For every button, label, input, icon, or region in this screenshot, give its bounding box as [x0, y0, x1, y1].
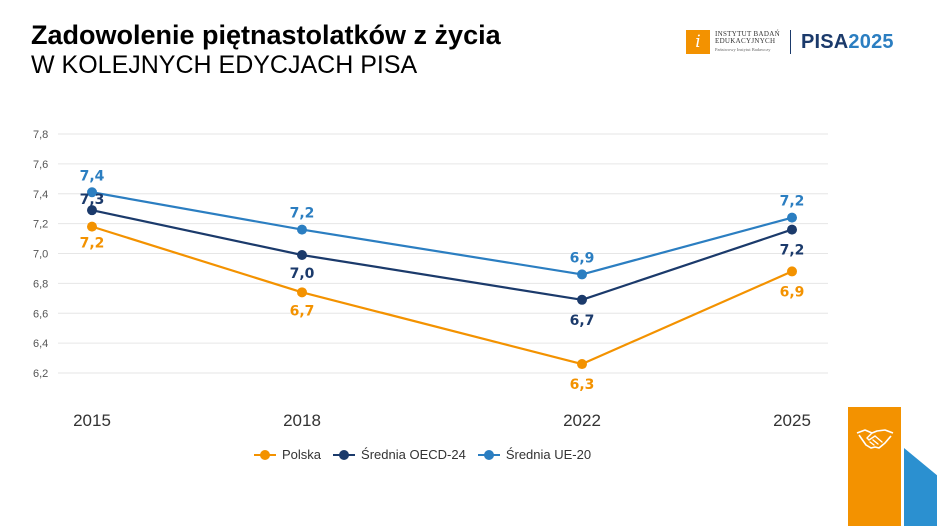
legend-label-oecd: Średnia OECD-24 — [361, 447, 466, 462]
data-label-polska: 6,9 — [780, 284, 805, 300]
data-label-oecd: 6,7 — [570, 313, 595, 329]
handshake-icon — [856, 429, 894, 449]
line-chart: 6,2 6,4 6,6 6,8 7,0 7,2 7,4 7,6 7,8 2015 2018 2022… — [33, 129, 828, 430]
data-point-polska — [577, 359, 587, 370]
ibe-name-line1: INSTYTUT BADAŃ — [715, 30, 780, 38]
legend-label-ue: Średnia UE-20 — [505, 447, 592, 462]
data-point-polska — [87, 221, 97, 232]
series-line-polska — [91, 225, 793, 366]
pisa-logo-year: 2025 — [848, 30, 894, 53]
x-tick-label: 2018 — [283, 411, 321, 430]
y-tick-label: 7,4 — [33, 189, 48, 201]
y-tick-label: 6,4 — [33, 338, 48, 350]
x-tick-label: 2022 — [563, 411, 601, 430]
data-point-ue — [577, 269, 587, 280]
x-tick-label: 2015 — [73, 411, 111, 430]
y-axis-ticks: 6,2 6,4 6,6 6,8 7,0 7,2 7,4 7,6 7,8 — [33, 129, 48, 380]
legend-swatch-oecd — [333, 449, 356, 461]
data-label-oecd: 7,2 — [780, 243, 805, 259]
ibe-name-line2: EDUKACYJNYCH — [715, 37, 776, 45]
y-tick-label: 7,6 — [33, 159, 48, 171]
chart-legend: Polska Średnia OECD-24 Średnia UE-20 — [254, 447, 603, 462]
pisa-logo-text: PISA — [800, 30, 849, 53]
y-tick-label: 7,0 — [33, 249, 48, 261]
ibe-name-line3: Państwowy Instytut Badawczy — [715, 47, 771, 52]
data-label-polska: 6,3 — [570, 377, 595, 393]
decorative-orange-bar — [848, 407, 901, 526]
logo-separator — [789, 30, 791, 54]
y-tick-label: 7,2 — [33, 219, 48, 231]
page-title: Zadowolenie piętnastolatków z życia — [31, 20, 501, 50]
data-point-oecd — [297, 249, 307, 260]
series-line-ue — [91, 191, 793, 276]
legend-swatch-polska — [254, 449, 276, 461]
ibe-logo-icon: i — [686, 30, 710, 54]
data-label-polska: 6,7 — [290, 303, 315, 319]
data-label-ue: 7,2 — [290, 206, 315, 222]
data-label-oecd: 7,3 — [80, 192, 105, 208]
data-point-ue — [297, 224, 307, 235]
data-point-oecd — [87, 205, 97, 216]
y-tick-label: 6,8 — [33, 278, 48, 290]
y-tick-label: 6,2 — [33, 368, 48, 380]
y-tick-label: 7,8 — [33, 129, 48, 141]
legend-swatch-ue — [477, 449, 500, 461]
data-label-oecd: 7,0 — [290, 266, 315, 282]
data-point-oecd — [787, 224, 797, 235]
data-label-ue: 7,2 — [780, 194, 805, 210]
pisa-logo: PISA2025 — [801, 31, 894, 54]
data-point-polska — [297, 287, 307, 298]
x-tick-label: 2025 — [773, 411, 811, 430]
data-label-polska: 7,2 — [80, 236, 105, 252]
chart-data-labels: 7,2 6,7 6,3 6,9 7,3 7,0 6,7 7,2 7,4 7,2 6,9 7,2 — [80, 168, 805, 393]
data-label-ue: 7,4 — [80, 168, 105, 184]
chart-series — [87, 187, 797, 370]
legend-label-polska: Polska — [282, 447, 322, 462]
decorative-blue-bar — [904, 448, 937, 526]
data-label-ue: 6,9 — [570, 250, 595, 266]
page-subtitle: W KOLEJNYCH EDYCJACH PISA — [31, 51, 418, 79]
data-point-polska — [787, 266, 797, 277]
data-point-ue — [787, 212, 797, 223]
legend-item-polska: Polska — [254, 447, 321, 462]
ibe-logo-text: INSTYTUT BADAŃ EDUKACYJNYCH Państwowy In… — [715, 31, 780, 53]
x-axis-ticks: 2015 2018 2022 2025 — [73, 411, 811, 430]
data-point-ue — [87, 187, 97, 198]
data-point-oecd — [577, 294, 587, 305]
logo: i INSTYTUT BADAŃ EDUKACYJNYCH Państwowy … — [686, 29, 894, 55]
y-tick-label: 6,6 — [33, 308, 48, 320]
legend-item-ue: Średnia UE-20 — [477, 447, 592, 462]
legend-item-oecd: Średnia OECD-24 — [333, 447, 466, 462]
title-block: Zadowolenie piętnastolatków z życia W KO… — [31, 20, 501, 80]
chart-grid — [58, 133, 828, 374]
series-line-oecd — [91, 209, 793, 301]
